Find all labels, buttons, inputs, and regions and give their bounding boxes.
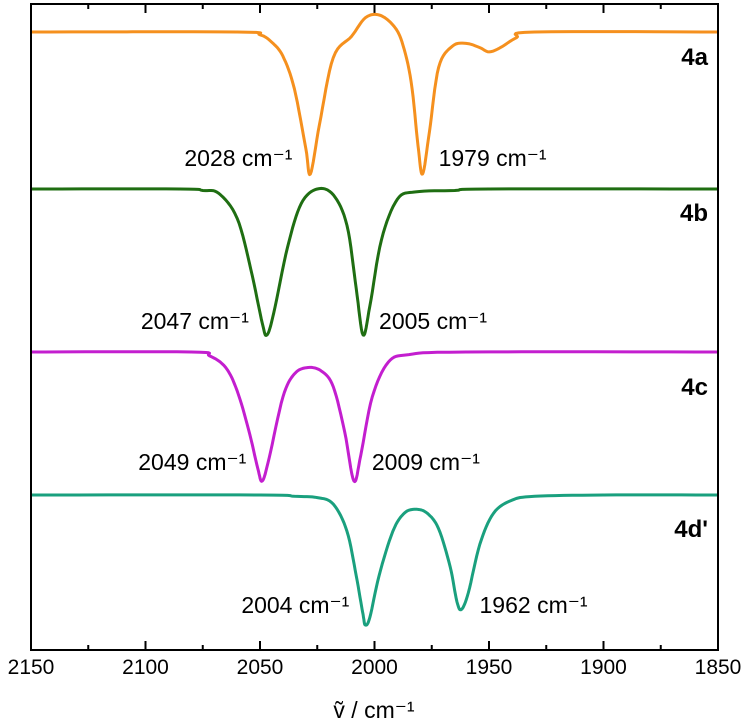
plot-frame	[30, 3, 719, 651]
series-line-4a	[32, 12, 717, 177]
peak-label-4d: 2004 cm⁻¹	[241, 592, 349, 618]
x-axis-ticks: 2150 2100 2050 2000 1950 1900 1850	[8, 4, 742, 679]
peak-label-4c: 2049 cm⁻¹	[138, 449, 246, 475]
series-label-4c: 4c	[681, 374, 708, 401]
series-label-4d: 4d'	[674, 516, 708, 543]
series-line-4c	[32, 350, 717, 484]
peak-label-4d: 1962 cm⁻¹	[480, 592, 588, 618]
x-tick-label: 1900	[580, 656, 627, 679]
peak-label-4c: 2009 cm⁻¹	[372, 449, 480, 475]
peak-label-4a: 1979 cm⁻¹	[439, 145, 547, 171]
peak-label-4b: 2005 cm⁻¹	[379, 308, 487, 334]
x-axis-title: ṽ / cm⁻¹	[333, 697, 414, 723]
series-label-4b: 4b	[680, 200, 708, 227]
series-label-4a: 4a	[681, 44, 708, 71]
labels-layer: 4a 2028 cm⁻¹ 1979 cm⁻¹ 4b 2047 cm⁻¹ 2005 cm⁻¹…	[138, 44, 708, 618]
x-tick-label: 2050	[237, 656, 284, 679]
peak-label-4b: 2047 cm⁻¹	[141, 308, 249, 334]
series-layer	[32, 12, 717, 627]
x-tick-label: 1950	[466, 656, 513, 679]
x-tick-label: 2000	[351, 656, 398, 679]
x-tick-label: 2150	[8, 656, 55, 679]
peak-label-4a: 2028 cm⁻¹	[184, 145, 292, 171]
x-tick-label: 1850	[695, 656, 742, 679]
series-line-4d	[32, 493, 717, 627]
x-tick-label: 2100	[122, 656, 169, 679]
series-line-4b	[32, 186, 717, 337]
